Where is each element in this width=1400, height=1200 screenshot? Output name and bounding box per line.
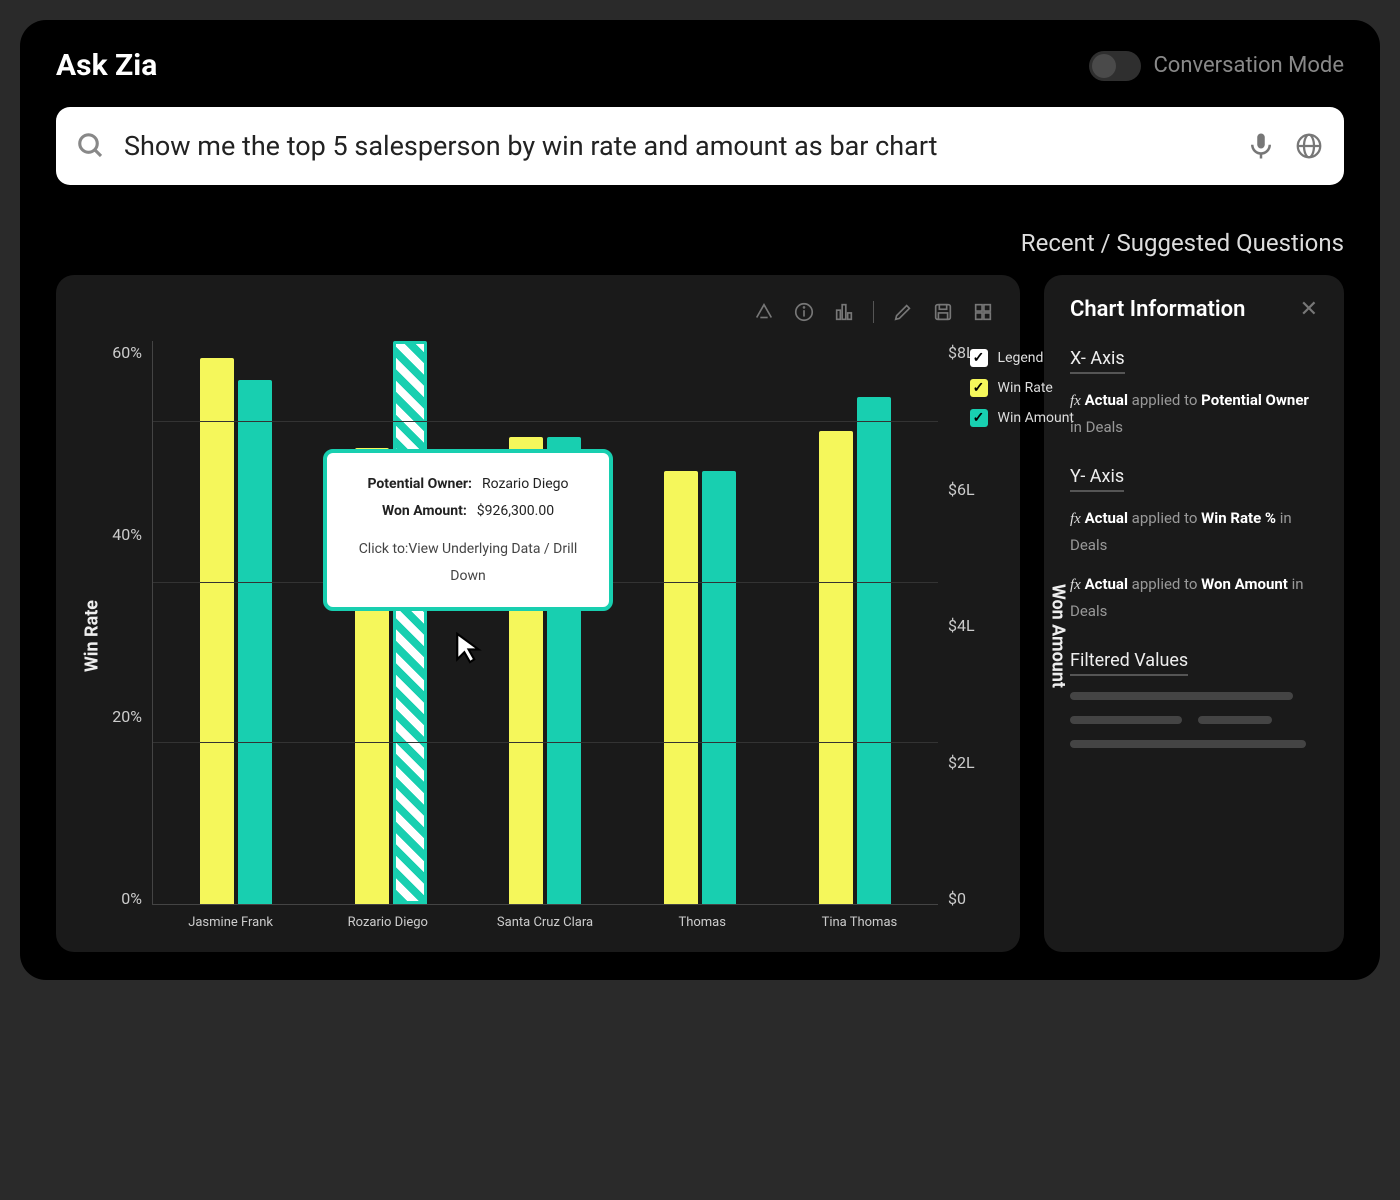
bar-group[interactable] [314, 341, 469, 904]
skeleton-line [1070, 692, 1293, 700]
info-icon[interactable] [793, 301, 815, 323]
zia-icon[interactable] [753, 301, 775, 323]
x-axis-description: fx Actual applied to Potential Owner in … [1070, 388, 1318, 440]
info-panel-title: Chart Information [1070, 297, 1245, 322]
tooltip-owner-value: Rozario Diego [482, 471, 569, 498]
globe-icon[interactable] [1294, 131, 1324, 161]
legend-item[interactable]: ✓ Win Amount [970, 409, 1074, 427]
bar-win-rate[interactable] [819, 431, 853, 904]
save-icon[interactable] [932, 301, 954, 323]
x-label: Rozario Diego [309, 915, 466, 930]
y-axis-right-title: Won Amount [1047, 583, 1068, 687]
y-tick: $0 [948, 889, 966, 908]
legend-checkbox[interactable]: ✓ [970, 379, 988, 397]
bar-group[interactable] [623, 341, 778, 904]
y-tick: 20% [112, 707, 142, 726]
search-icon [76, 131, 106, 161]
legend-checkbox[interactable]: ✓ [970, 409, 988, 427]
app-card: Ask Zia Conversation Mode Show me the to… [20, 20, 1380, 980]
legend-label: Win Amount [998, 410, 1074, 426]
grid-icon[interactable] [972, 301, 994, 323]
y-axis-heading: Y- Axis [1070, 466, 1124, 492]
y-tick: 60% [112, 343, 142, 362]
microphone-icon[interactable] [1246, 131, 1276, 161]
tooltip-amount-value: $926,300.00 [477, 498, 554, 525]
y-axis-right: $8L $6L $4L $2L $0 [948, 341, 994, 930]
x-axis-heading: X- Axis [1070, 348, 1125, 374]
bar-group[interactable] [468, 341, 623, 904]
bar-win-amount-highlighted[interactable] [393, 341, 427, 904]
skeleton-line [1198, 716, 1272, 724]
plot-wrap: Potential Owner: Rozario Diego Won Amoun… [152, 341, 938, 930]
y-tick: 0% [121, 889, 142, 908]
chart-card: Win Rate 60% 40% 20% 0% [56, 275, 1020, 952]
app-title: Ask Zia [56, 48, 157, 83]
chart-toolbar [82, 297, 994, 327]
chart-information-panel: Chart Information ✕ X- Axis fx Actual ap… [1044, 275, 1344, 952]
y-axis-description-2: fx Actual applied to Won Amount in Deals [1070, 572, 1318, 624]
header-row: Ask Zia Conversation Mode [56, 48, 1344, 83]
legend-label: Legend [998, 350, 1044, 366]
close-icon[interactable]: ✕ [1300, 297, 1318, 322]
chart-body: Win Rate 60% 40% 20% 0% [82, 341, 994, 930]
bar-win-amount[interactable] [702, 471, 736, 905]
chart-tooltip[interactable]: Potential Owner: Rozario Diego Won Amoun… [323, 449, 613, 611]
plot-area[interactable]: Potential Owner: Rozario Diego Won Amoun… [152, 341, 938, 905]
bar-win-rate[interactable] [664, 471, 698, 905]
suggested-questions-heading[interactable]: Recent / Suggested Questions [56, 229, 1344, 257]
tooltip-owner-key: Potential Owner: [367, 471, 472, 498]
toolbar-divider [873, 301, 874, 323]
legend-item[interactable]: ✓ Legend [970, 349, 1074, 367]
cursor-icon [453, 631, 487, 665]
y-axis-description-1: fx Actual applied to Win Rate % in Deals [1070, 506, 1318, 558]
search-input[interactable]: Show me the top 5 salesperson by win rat… [124, 130, 1228, 162]
bar-win-amount[interactable] [857, 397, 891, 904]
skeleton-line [1070, 740, 1306, 748]
tooltip-amount-key: Won Amount: [382, 498, 467, 525]
y-tick: $4L [948, 616, 975, 635]
bar-win-rate[interactable] [200, 358, 234, 904]
actual-label: Actual [1085, 391, 1128, 409]
field-name: Potential Owner [1201, 391, 1309, 409]
x-axis-labels: Jasmine Frank Rozario Diego Santa Cruz C… [152, 905, 938, 930]
y-tick: 40% [112, 525, 142, 544]
bar-group[interactable] [777, 341, 932, 904]
skeleton-line [1070, 716, 1182, 724]
y-tick: $6L [948, 480, 975, 499]
toggle-knob [1092, 54, 1116, 78]
y-axis-left-title: Win Rate [82, 599, 103, 671]
pencil-icon[interactable] [892, 301, 914, 323]
bar-win-amount[interactable] [238, 380, 272, 904]
x-label: Jasmine Frank [152, 915, 309, 930]
conversation-mode-label: Conversation Mode [1153, 53, 1344, 78]
x-label: Santa Cruz Clara [466, 915, 623, 930]
bar-group[interactable] [159, 341, 314, 904]
toggle-switch[interactable] [1089, 51, 1141, 81]
tooltip-drill-text[interactable]: Click to:View Underlying Data / Drill Do… [351, 536, 585, 589]
filtered-values-heading: Filtered Values [1070, 650, 1188, 676]
legend-label: Win Rate [998, 380, 1053, 396]
y-tick: $2L [948, 753, 975, 772]
field-name: Win Rate % [1201, 509, 1276, 527]
barchart-icon[interactable] [833, 301, 855, 323]
chart-legend: ✓ Legend ✓ Win Rate ✓ Win Amount [970, 349, 1074, 427]
legend-checkbox[interactable]: ✓ [970, 349, 988, 367]
legend-item[interactable]: ✓ Win Rate [970, 379, 1074, 397]
x-label: Tina Thomas [781, 915, 938, 930]
x-label: Thomas [624, 915, 781, 930]
field-name: Won Amount [1201, 575, 1288, 593]
panels: Win Rate 60% 40% 20% 0% [56, 275, 1344, 952]
conversation-mode-toggle[interactable]: Conversation Mode [1089, 51, 1344, 81]
search-bar[interactable]: Show me the top 5 salesperson by win rat… [56, 107, 1344, 185]
